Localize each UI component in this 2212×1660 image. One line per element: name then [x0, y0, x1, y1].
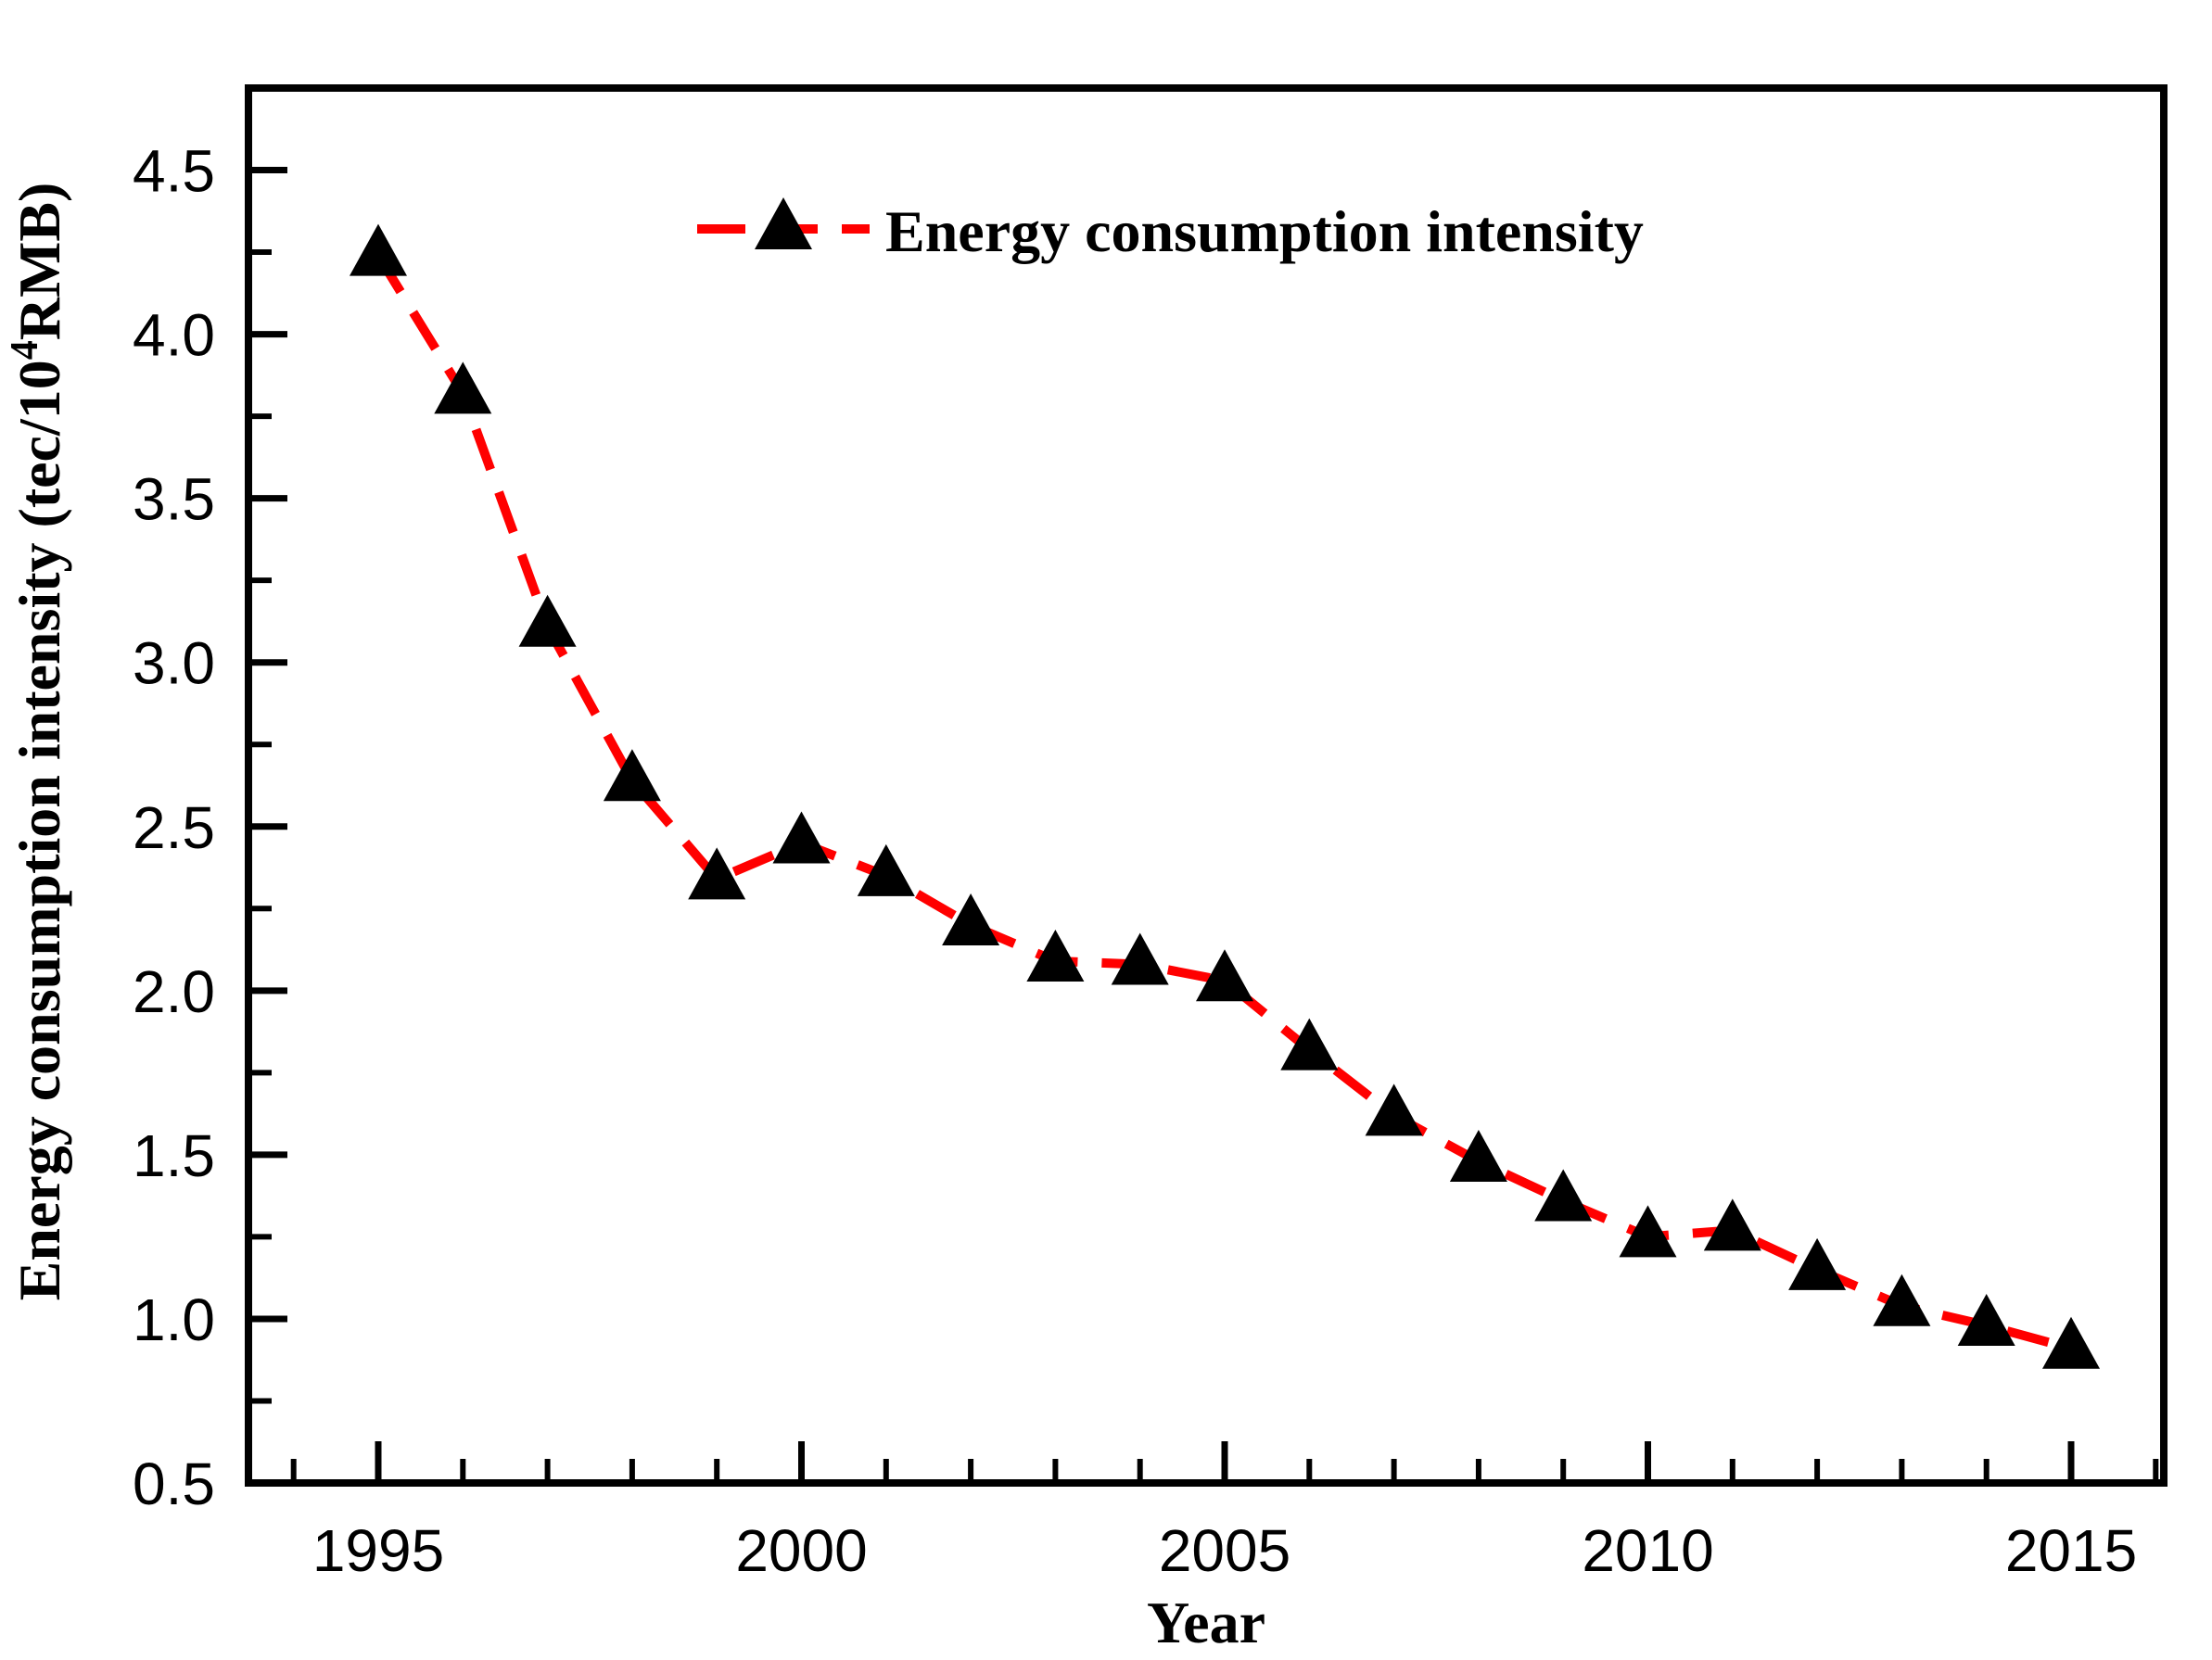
- data-point-marker: [350, 223, 407, 276]
- data-point-marker: [942, 893, 1000, 945]
- data-point-marker: [1111, 932, 1169, 985]
- y-tick-label: 1.0: [133, 1286, 215, 1353]
- y-tick-label: 2.5: [133, 794, 215, 861]
- x-tick-label: 1995: [312, 1517, 444, 1584]
- data-point-marker: [772, 811, 831, 864]
- data-point-marker: [1619, 1205, 1677, 1258]
- y-tick-label: 4.5: [133, 138, 215, 205]
- data-point-marker: [518, 594, 577, 647]
- y-tick-label: 4.0: [133, 302, 215, 369]
- data-point-marker: [1365, 1083, 1423, 1136]
- data-point-marker: [1449, 1129, 1507, 1182]
- data-point-marker: [1703, 1198, 1761, 1251]
- y-tick-label: 1.5: [133, 1122, 215, 1189]
- x-tick-label: 2015: [2005, 1517, 2137, 1584]
- x-axis-title: Year: [1147, 1590, 1265, 1655]
- data-line: [374, 252, 2073, 1353]
- y-tick-label: 3.0: [133, 630, 215, 697]
- data-point-marker: [1534, 1169, 1593, 1222]
- x-tick-label: 2010: [1582, 1517, 1713, 1584]
- data-point-marker: [603, 749, 661, 802]
- data-point-marker: [1196, 949, 1253, 1002]
- data-point-marker: [1957, 1294, 2015, 1347]
- legend: Energy consumption intensity: [697, 197, 1644, 264]
- plot-frame: [245, 84, 2168, 1487]
- data-point-marker: [2042, 1316, 2100, 1369]
- data-point-marker: [688, 847, 746, 900]
- y-tick-label: 2.0: [133, 958, 215, 1025]
- legend-label: Energy consumption intensity: [885, 198, 1644, 264]
- data-point-marker: [1788, 1237, 1847, 1290]
- y-axis-title: Energy consumption intensity (tec/104RMB…: [4, 183, 72, 1301]
- legend-marker-icon: [755, 197, 812, 249]
- y-tick-label: 0.5: [133, 1451, 215, 1517]
- data-point-marker: [857, 843, 915, 896]
- data-point-marker: [1280, 1018, 1339, 1071]
- data-series-markers: [350, 223, 2100, 1369]
- x-tick-label: 2005: [1159, 1517, 1290, 1584]
- data-point-marker: [434, 361, 492, 414]
- x-tick-label: 2000: [735, 1517, 867, 1584]
- data-point-marker: [1026, 929, 1085, 982]
- y-tick-label: 3.5: [133, 466, 215, 533]
- data-point-marker: [1873, 1274, 1931, 1326]
